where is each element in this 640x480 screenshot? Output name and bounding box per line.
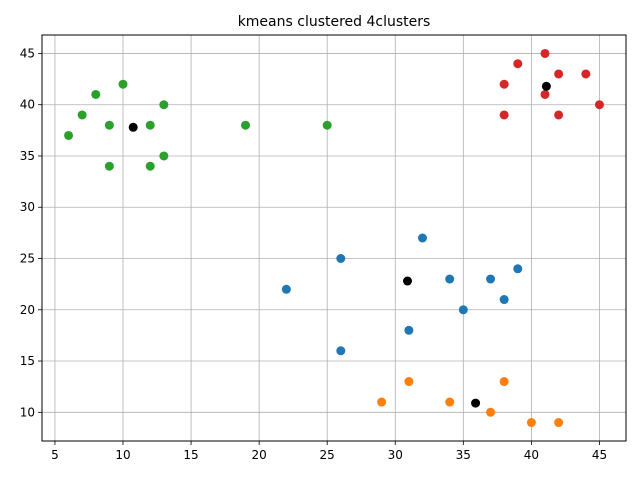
cluster-1-point <box>336 346 346 356</box>
y-tick-label: 30 <box>20 200 35 214</box>
x-tick-label: 45 <box>592 448 607 462</box>
x-tick-label: 20 <box>251 448 266 462</box>
cluster-4-point <box>540 89 550 99</box>
x-tick-label: 30 <box>388 448 403 462</box>
cluster-1-point <box>445 274 455 284</box>
cluster-4-point <box>499 79 509 89</box>
centroid-points <box>128 81 551 408</box>
y-tick-label: 15 <box>20 354 35 368</box>
y-tick-label: 25 <box>20 252 35 266</box>
cluster-1-point <box>486 274 496 284</box>
data-points <box>64 48 604 428</box>
x-tick-label: 5 <box>51 448 59 462</box>
cluster-2-point <box>526 418 536 428</box>
cluster-1-point <box>404 325 414 335</box>
cluster-2-point <box>404 377 414 387</box>
axis-ticks: 5 10 15 20 25 30 35 40 45 10 15 20 25 30 35 40 45 <box>20 46 607 462</box>
cluster-2-point <box>377 397 387 407</box>
cluster-1-point <box>281 284 291 294</box>
cluster-4-point <box>513 59 523 69</box>
centroid-point <box>471 398 481 408</box>
cluster-4-point <box>554 69 564 79</box>
cluster-4-point <box>540 48 550 58</box>
grid <box>42 35 626 441</box>
x-tick-label: 10 <box>115 448 130 462</box>
centroid-point <box>403 276 413 286</box>
x-tick-label: 35 <box>456 448 471 462</box>
centroid-point <box>541 81 551 91</box>
cluster-4-point <box>554 110 564 120</box>
cluster-3-point <box>159 151 169 161</box>
cluster-1-point <box>336 254 346 264</box>
cluster-2-point <box>554 418 564 428</box>
cluster-4-point <box>581 69 591 79</box>
cluster-3-point <box>91 89 101 99</box>
y-tick-label: 35 <box>20 149 35 163</box>
x-tick-label: 40 <box>524 448 539 462</box>
centroid-point <box>128 122 138 132</box>
cluster-3-point <box>77 110 87 120</box>
cluster-3-point <box>64 130 74 140</box>
cluster-1-point <box>458 305 468 315</box>
cluster-3-point <box>104 161 114 171</box>
cluster-4-point <box>594 100 604 110</box>
cluster-1-point <box>513 264 523 274</box>
plot-frame <box>41 34 627 442</box>
cluster-3-point <box>104 120 114 130</box>
y-tick-label: 10 <box>20 405 35 419</box>
cluster-3-point <box>145 120 155 130</box>
cluster-3-point <box>241 120 251 130</box>
cluster-2-point <box>499 377 509 387</box>
cluster-4-point <box>499 110 509 120</box>
x-tick-label: 25 <box>320 448 335 462</box>
cluster-1-point <box>499 295 509 305</box>
chart-title: kmeans clustered 4clusters <box>238 14 431 30</box>
y-tick-label: 20 <box>20 303 35 317</box>
cluster-3-point <box>118 79 128 89</box>
cluster-2-point <box>445 397 455 407</box>
cluster-1-point <box>417 233 427 243</box>
cluster-3-point <box>145 161 155 171</box>
cluster-3-point <box>322 120 332 130</box>
y-tick-label: 45 <box>20 46 35 60</box>
x-tick-label: 15 <box>183 448 198 462</box>
cluster-2-point <box>486 407 496 417</box>
y-tick-label: 40 <box>20 98 35 112</box>
cluster-3-point <box>159 100 169 110</box>
